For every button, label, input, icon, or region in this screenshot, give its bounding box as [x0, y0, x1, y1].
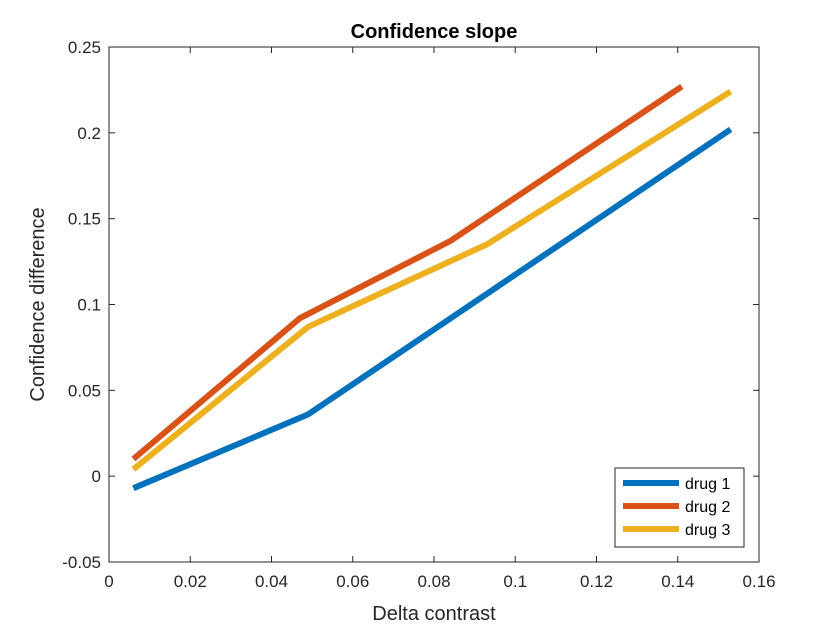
x-axis-label: Delta contrast	[372, 603, 496, 625]
y-tick-label: 0.05	[68, 381, 101, 400]
x-tick-label: 0.16	[742, 572, 775, 591]
y-tick-label: -0.05	[62, 553, 101, 572]
legend-label: drug 1	[685, 476, 730, 493]
chart-title: Confidence slope	[351, 21, 518, 43]
series-line-1	[132, 126, 733, 491]
y-axis-label: Confidence difference	[27, 207, 49, 401]
y-tick-label: 0	[92, 467, 101, 486]
x-tick-label: 0.14	[661, 572, 694, 591]
x-tick-label: 0.04	[255, 572, 288, 591]
legend: drug 1 drug 2 drug 3	[614, 467, 745, 548]
legend-label: drug 2	[685, 499, 730, 516]
x-tick-label: 0.02	[174, 572, 207, 591]
series-line-2	[131, 84, 684, 462]
x-tick-label: 0.1	[503, 572, 527, 591]
legend-label: drug 3	[685, 522, 730, 539]
y-axis: -0.05 0 0.05 0.1 0.15 0.2 0.25	[62, 38, 759, 572]
series-line-3	[131, 89, 733, 472]
y-tick-label: 0.25	[68, 38, 101, 57]
x-tick-label: 0.12	[580, 572, 613, 591]
x-tick-label: 0.06	[336, 572, 369, 591]
y-tick-label: 0.15	[68, 210, 101, 229]
x-axis: 0 0.02 0.04 0.06 0.08 0.1 0.12 0.14 0.16	[104, 47, 776, 591]
x-tick-label: 0	[104, 572, 113, 591]
x-tick-label: 0.08	[417, 572, 450, 591]
y-tick-label: 0.1	[77, 296, 101, 315]
series-lines	[131, 84, 733, 491]
y-tick-label: 0.2	[77, 124, 101, 143]
